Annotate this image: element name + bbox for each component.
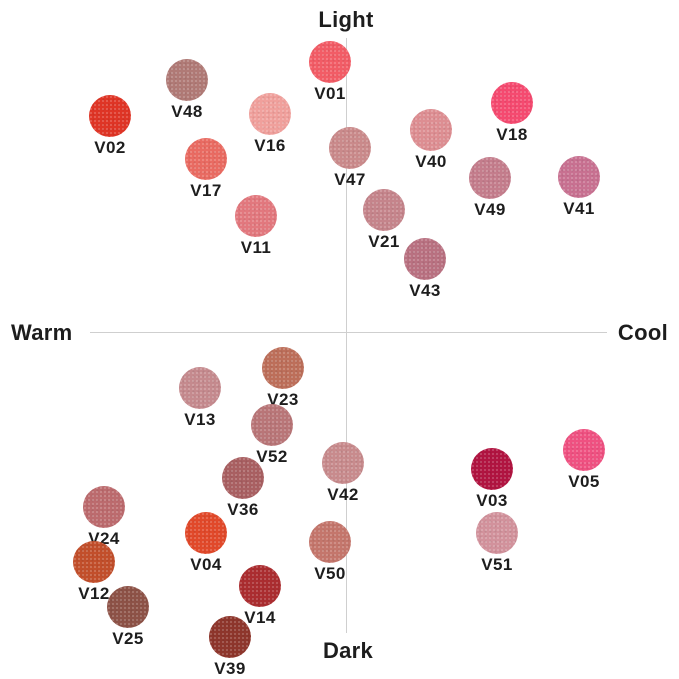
shade-label-v17: V17	[190, 181, 222, 200]
shade-label-v36: V36	[227, 500, 259, 519]
shade-label-v39: V39	[214, 659, 246, 678]
shade-swatch-v14	[239, 565, 281, 607]
shade-swatch-v52	[251, 404, 293, 446]
shade-swatch-v05	[563, 429, 605, 471]
shade-swatch-v36	[222, 457, 264, 499]
warm-cool-axis-line	[90, 332, 607, 333]
shade-swatch-v18	[491, 82, 533, 124]
shade-swatch-v02	[89, 95, 131, 137]
shade-label-v21: V21	[368, 232, 400, 251]
shade-swatch-v11	[235, 195, 277, 237]
shade-label-v48: V48	[171, 102, 203, 121]
shade-swatch-v24	[83, 486, 125, 528]
shade-swatch-v21	[363, 189, 405, 231]
shade-label-v49: V49	[474, 200, 506, 219]
shade-swatch-v42	[322, 442, 364, 484]
shade-swatch-v39	[209, 616, 251, 658]
shade-label-v40: V40	[415, 152, 447, 171]
shade-swatch-v41	[558, 156, 600, 198]
shade-swatch-v43	[404, 238, 446, 280]
shade-label-v51: V51	[481, 555, 513, 574]
light-dark-axis-line	[346, 38, 347, 633]
shade-swatch-v01	[309, 41, 351, 83]
shade-label-v47: V47	[334, 170, 366, 189]
shade-label-v04: V04	[190, 555, 222, 574]
shade-label-v11: V11	[240, 238, 272, 257]
shade-label-v43: V43	[409, 281, 441, 300]
shade-swatch-v16	[249, 93, 291, 135]
shade-swatch-v17	[185, 138, 227, 180]
shade-label-v18: V18	[496, 125, 528, 144]
shade-swatch-v40	[410, 109, 452, 151]
axis-label-dark: Dark	[322, 638, 374, 663]
shade-swatch-v03	[471, 448, 513, 490]
shade-label-v02: V02	[94, 138, 126, 157]
shade-swatch-v48	[166, 59, 208, 101]
axis-label-cool: Cool	[617, 320, 668, 345]
shade-label-v13: V13	[184, 410, 216, 429]
shade-label-v16: V16	[254, 136, 286, 155]
axis-label-warm: Warm	[11, 320, 73, 345]
shade-label-v14: V14	[244, 608, 276, 627]
shade-label-v03: V03	[476, 491, 508, 510]
shade-label-v42: V42	[327, 485, 359, 504]
shade-label-v25: V25	[112, 629, 144, 648]
shade-label-v01: V01	[314, 84, 346, 103]
shade-swatch-v49	[469, 157, 511, 199]
shade-swatch-v23	[262, 347, 304, 389]
shade-swatch-v12	[73, 541, 115, 583]
shade-swatch-v25	[107, 586, 149, 628]
shade-label-v52: V52	[256, 447, 288, 466]
axis-label-light: Light	[318, 7, 374, 32]
shade-swatch-v50	[309, 521, 351, 563]
shade-label-v05: V05	[568, 472, 600, 491]
shade-label-v50: V50	[314, 564, 346, 583]
shade-label-v12: V12	[78, 584, 110, 603]
shade-swatch-v04	[185, 512, 227, 554]
shade-swatch-v47	[329, 127, 371, 169]
shade-swatch-v51	[476, 512, 518, 554]
shade-label-v41: V41	[563, 199, 595, 218]
shade-swatch-v13	[179, 367, 221, 409]
